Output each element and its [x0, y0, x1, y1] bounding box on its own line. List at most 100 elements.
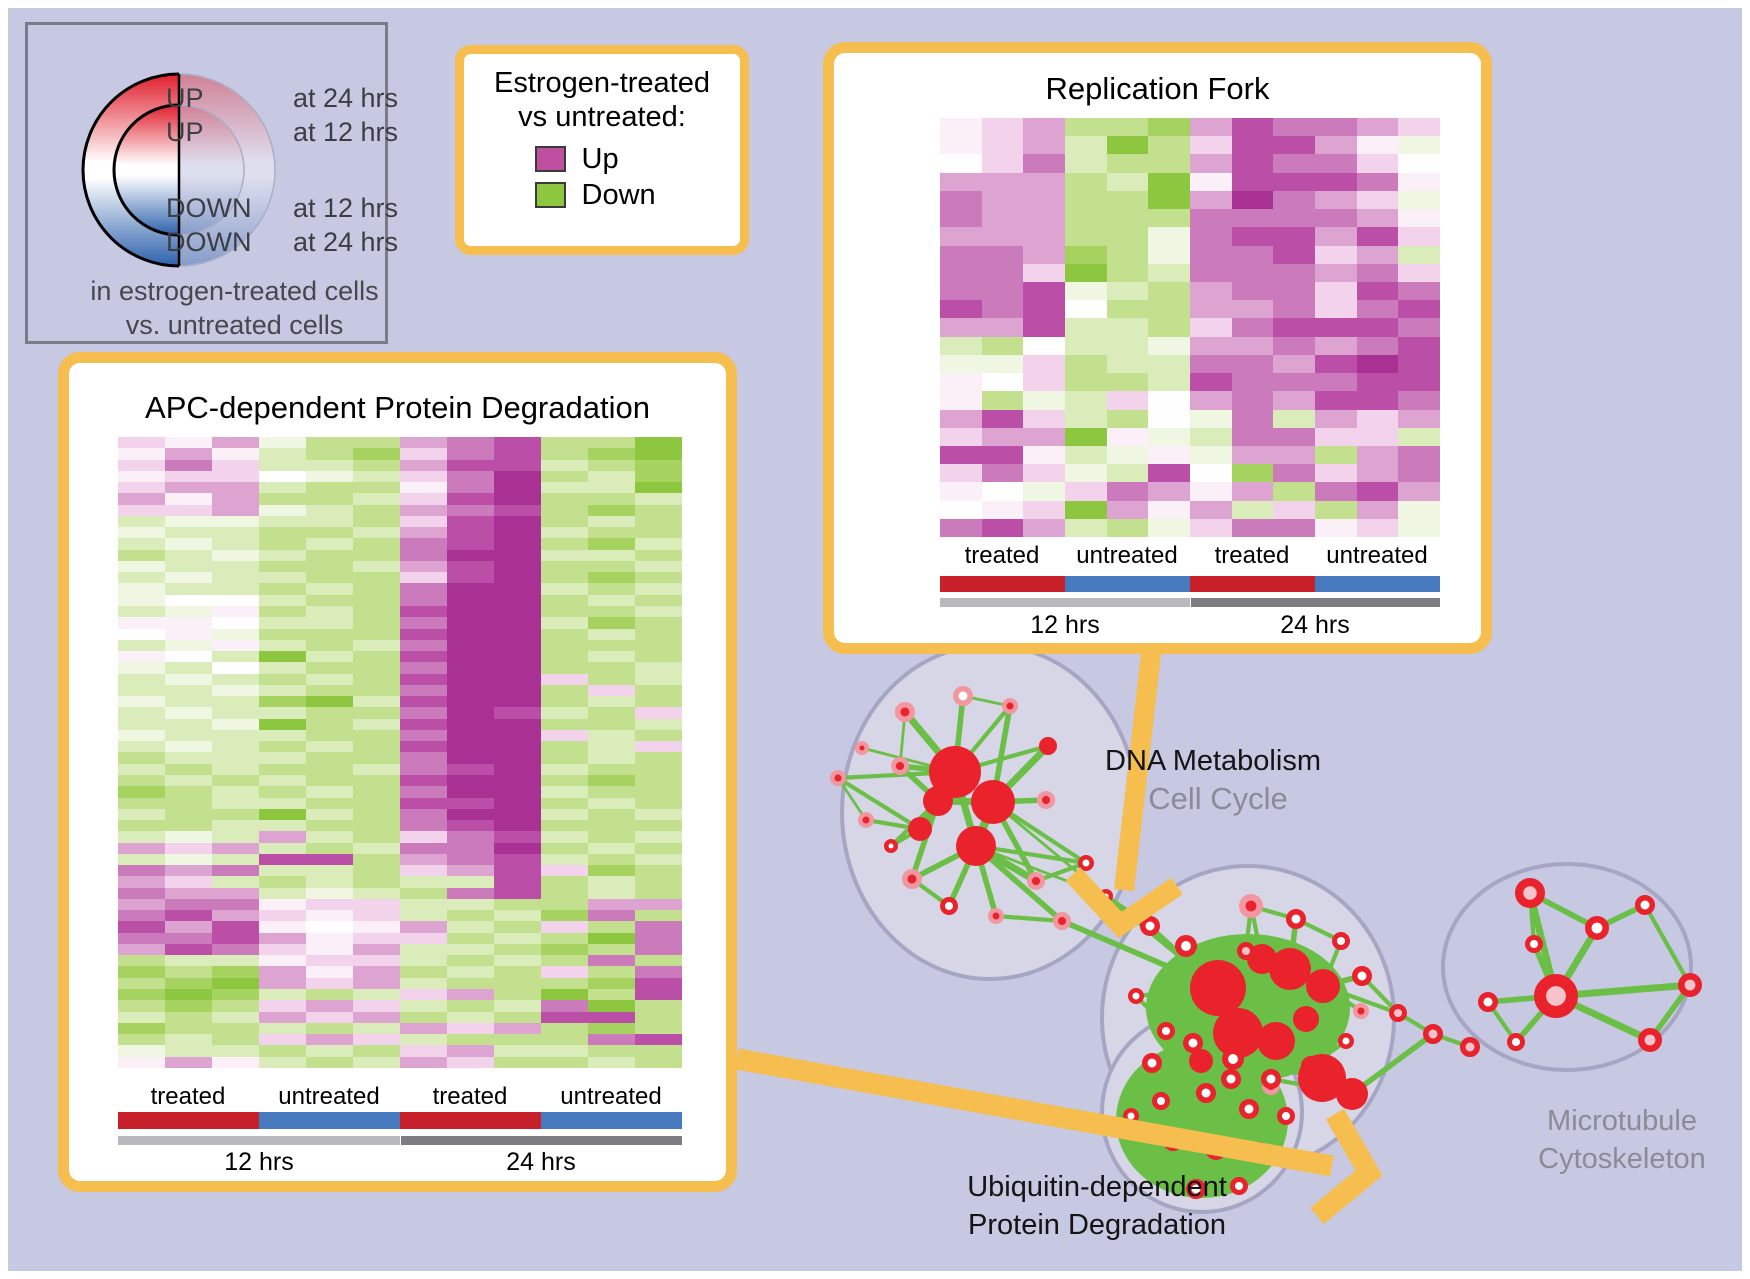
- heatmap-row: [118, 560, 682, 573]
- heatmap-row: [118, 831, 682, 843]
- heatmap-row: [118, 808, 682, 821]
- heatmap-row: [118, 482, 682, 494]
- network-node: [1331, 931, 1350, 950]
- heatmap-row: [940, 190, 1441, 210]
- network-node: [1039, 737, 1057, 755]
- heatmap-row: [118, 910, 682, 922]
- heatmap-row: [118, 898, 682, 911]
- network-node: [953, 686, 973, 706]
- network-node: [1222, 1048, 1245, 1071]
- heatmap-row: [118, 1034, 682, 1046]
- heatmap-row: [118, 470, 682, 483]
- network-node: [1261, 1069, 1281, 1089]
- network-node: [1229, 1176, 1248, 1195]
- timepoint-bar: [118, 1136, 682, 1145]
- network-edge: [1060, 918, 1220, 991]
- network-node: [1239, 893, 1264, 918]
- heatmap-row: [940, 336, 1441, 355]
- heatmap-row: [940, 445, 1441, 465]
- up-label: Up: [581, 142, 619, 175]
- network-node: [902, 869, 922, 889]
- heatmap-row: [118, 876, 682, 888]
- network-node: [1151, 1091, 1170, 1110]
- group-label-untreated-12h: untreated: [1076, 542, 1178, 569]
- heatmap-row: [118, 1056, 682, 1068]
- network-node: [1352, 966, 1372, 986]
- apc-to-ubiquitin-arrow: [735, 1048, 1334, 1177]
- network-node: [1460, 1037, 1480, 1057]
- timepoint-bar: [940, 598, 1440, 607]
- network-node: [1269, 948, 1311, 990]
- replication-heatmap: [940, 118, 1441, 538]
- expression-direction-legend: UP at 24 hrs UP at 12 hrs DOWN at 12 hrs…: [25, 22, 398, 344]
- condition-color-bar: [118, 1112, 682, 1129]
- network-node: [1186, 1179, 1206, 1199]
- apc-degradation-panel: APC-dependent Protein Degradation treate…: [58, 352, 737, 1192]
- legend-row: DOWN at 12 hrs: [166, 193, 398, 223]
- heatmap-row: [118, 1000, 682, 1012]
- legend-direction: UP: [166, 117, 204, 147]
- network-edge: [1555, 981, 1691, 1000]
- cluster-ellipse-microtubule-cytoskeleton: [1441, 862, 1693, 1072]
- network-node: [830, 770, 846, 786]
- network-node: [1189, 1049, 1213, 1073]
- network-node: [1638, 1028, 1663, 1053]
- apc-panel-title: APC-dependent Protein Degradation: [145, 390, 650, 425]
- heatmap-row: [940, 464, 1441, 483]
- network-node: [1190, 960, 1246, 1016]
- heatmap-row: [118, 594, 682, 606]
- group-label-treated-24h: treated: [1214, 542, 1290, 569]
- down-label: Down: [581, 178, 656, 211]
- heatmap-row: [118, 752, 682, 764]
- network-node: [890, 756, 909, 775]
- heatmap-row: [118, 842, 682, 854]
- heatmap-row: [940, 136, 1441, 155]
- network-node: [1140, 916, 1160, 936]
- network-node: [1026, 871, 1045, 890]
- network-node: [988, 908, 1004, 924]
- group-label-untreated-24h: untreated: [1326, 542, 1428, 569]
- legend-time: at 24 hrs: [292, 227, 398, 257]
- network-node: [855, 741, 869, 755]
- heatmap-row: [118, 651, 682, 663]
- network-node: [1336, 1078, 1368, 1110]
- network-node: [1506, 1032, 1525, 1051]
- heatmap-row: [118, 921, 682, 933]
- heatmap-row: [940, 118, 1441, 137]
- network-node: [1078, 855, 1094, 871]
- network-node: [1236, 941, 1255, 960]
- legend-item-up: Up: [464, 142, 740, 175]
- heatmap-row: [940, 409, 1441, 428]
- network-node: [895, 702, 915, 722]
- heatmap-row: [118, 977, 682, 990]
- network-node: [1635, 895, 1655, 915]
- network-node: [1293, 1006, 1319, 1032]
- heatmap-row: [118, 696, 682, 708]
- network-node: [1423, 1024, 1443, 1044]
- heatmap-row: [118, 718, 682, 730]
- legend-row: UP at 12 hrs: [166, 117, 398, 147]
- heatmap-row: [118, 583, 682, 595]
- heatmap-row: [940, 354, 1441, 374]
- network-node: [956, 826, 996, 866]
- network-node: [1036, 790, 1055, 809]
- network-node: [858, 812, 874, 828]
- heatmap-row: [118, 628, 682, 640]
- legend-footer-line1: in estrogen-treated cells: [90, 276, 379, 306]
- network-edge: [1350, 1031, 1435, 1097]
- time-label-12h: 12 hrs: [224, 1148, 294, 1176]
- network-node: [1257, 1022, 1295, 1060]
- network-node: [1478, 992, 1498, 1012]
- cluster-label: Microtubule: [1547, 1105, 1697, 1138]
- heatmap-row: [118, 549, 682, 561]
- time-label-24h: 24 hrs: [506, 1148, 576, 1176]
- down-color-swatch: [534, 182, 566, 208]
- heatmap-row: [118, 729, 682, 742]
- heatmap-row: [118, 853, 682, 866]
- replication-fork-panel: Replication Fork treated untreated treat…: [823, 42, 1492, 654]
- network-node: [1306, 969, 1340, 1003]
- heatmap-row: [118, 572, 682, 584]
- heatmap-row: [118, 966, 682, 978]
- legend-direction: DOWN: [166, 193, 252, 223]
